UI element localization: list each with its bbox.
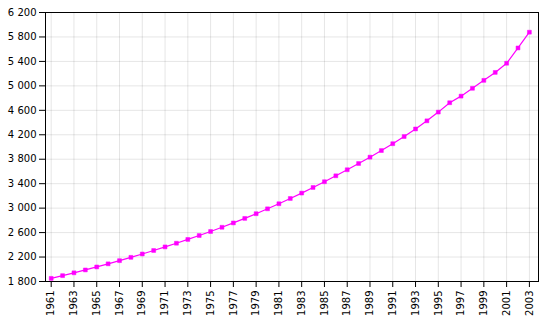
svg-text:2001: 2001	[501, 291, 512, 316]
svg-text:1971: 1971	[159, 291, 170, 316]
svg-text:1965: 1965	[91, 291, 102, 316]
svg-text:1983: 1983	[296, 291, 307, 316]
svg-text:1 800: 1 800	[8, 276, 37, 287]
svg-text:5 800: 5 800	[8, 31, 37, 42]
svg-text:4 600: 4 600	[8, 105, 37, 116]
svg-text:2 200: 2 200	[8, 251, 37, 262]
svg-text:1997: 1997	[455, 291, 466, 316]
svg-text:1981: 1981	[273, 291, 284, 316]
svg-text:1973: 1973	[182, 291, 193, 316]
svg-text:1993: 1993	[410, 291, 421, 316]
svg-text:1969: 1969	[136, 291, 147, 316]
svg-text:1989: 1989	[364, 291, 375, 316]
svg-text:4 200: 4 200	[8, 129, 37, 140]
svg-text:1967: 1967	[114, 291, 125, 316]
svg-text:5 000: 5 000	[8, 80, 37, 91]
svg-text:1991: 1991	[387, 291, 398, 316]
svg-text:2003: 2003	[524, 291, 535, 316]
svg-text:1975: 1975	[205, 291, 216, 316]
svg-text:3 800: 3 800	[8, 153, 37, 164]
svg-text:1961: 1961	[45, 291, 56, 316]
svg-text:5 400: 5 400	[8, 56, 37, 67]
svg-text:1963: 1963	[68, 291, 79, 316]
svg-text:1979: 1979	[250, 291, 261, 316]
svg-text:1977: 1977	[228, 291, 239, 316]
svg-text:3 400: 3 400	[8, 178, 37, 189]
svg-text:2 600: 2 600	[8, 227, 37, 238]
svg-text:1987: 1987	[341, 291, 352, 316]
svg-text:6 200: 6 200	[8, 7, 37, 18]
svg-text:1999: 1999	[478, 291, 489, 316]
svg-text:3 000: 3 000	[8, 202, 37, 213]
svg-text:1985: 1985	[319, 291, 330, 316]
svg-text:1995: 1995	[433, 291, 444, 316]
